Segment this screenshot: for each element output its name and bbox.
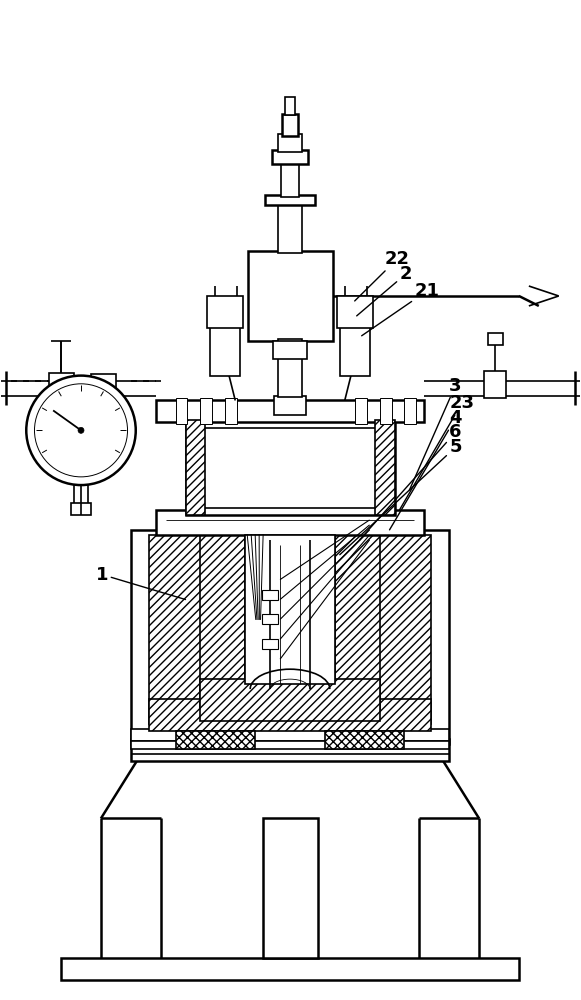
Bar xyxy=(248,251,333,341)
Bar xyxy=(404,398,417,424)
Bar xyxy=(265,195,315,205)
Bar xyxy=(156,400,424,422)
Text: 3: 3 xyxy=(410,377,462,490)
Circle shape xyxy=(34,384,128,477)
Bar xyxy=(376,535,431,724)
Bar xyxy=(71,503,91,515)
Bar xyxy=(156,510,424,535)
Bar xyxy=(175,731,255,749)
Bar xyxy=(263,818,318,958)
Bar xyxy=(245,535,335,684)
Bar xyxy=(175,398,188,424)
Bar xyxy=(281,162,299,197)
Bar xyxy=(131,530,449,744)
Bar xyxy=(55,458,69,470)
Bar xyxy=(379,398,392,424)
Bar xyxy=(278,356,302,397)
Bar xyxy=(354,398,367,424)
Bar xyxy=(200,398,213,424)
Bar xyxy=(225,398,237,424)
Bar xyxy=(273,341,307,359)
Bar xyxy=(488,333,503,345)
Bar xyxy=(335,535,379,709)
Bar xyxy=(131,729,449,741)
Text: 6: 6 xyxy=(360,423,462,540)
Bar xyxy=(74,485,88,505)
Circle shape xyxy=(78,427,84,433)
Bar xyxy=(337,296,372,328)
Bar xyxy=(149,699,431,731)
Bar xyxy=(131,739,449,761)
Bar xyxy=(484,371,506,398)
Bar xyxy=(285,97,295,115)
Text: 1: 1 xyxy=(96,566,185,600)
Text: 5: 5 xyxy=(340,438,462,555)
Bar xyxy=(91,374,116,398)
Bar xyxy=(210,326,240,376)
Bar xyxy=(61,958,519,980)
Bar xyxy=(375,420,394,515)
Bar xyxy=(53,440,71,458)
Bar xyxy=(272,150,308,164)
Bar xyxy=(262,639,278,649)
Bar xyxy=(262,590,278,600)
Bar xyxy=(325,731,404,749)
Bar xyxy=(131,741,449,749)
Bar xyxy=(200,535,245,709)
Bar xyxy=(207,296,243,328)
Text: 23: 23 xyxy=(400,394,474,510)
Bar xyxy=(49,373,74,397)
Bar xyxy=(274,396,306,415)
Text: 22: 22 xyxy=(354,250,410,301)
Text: 2: 2 xyxy=(357,265,412,316)
Bar xyxy=(149,535,203,724)
Bar xyxy=(282,114,298,136)
Text: 4: 4 xyxy=(389,409,462,530)
Bar xyxy=(200,428,379,508)
Bar xyxy=(185,420,206,515)
Bar xyxy=(278,134,302,152)
Bar xyxy=(278,339,302,357)
Bar xyxy=(278,201,302,253)
Bar xyxy=(185,420,394,515)
Bar xyxy=(200,679,379,721)
Bar xyxy=(340,326,370,376)
Circle shape xyxy=(26,376,136,485)
Text: 21: 21 xyxy=(361,282,439,336)
Bar xyxy=(262,614,278,624)
